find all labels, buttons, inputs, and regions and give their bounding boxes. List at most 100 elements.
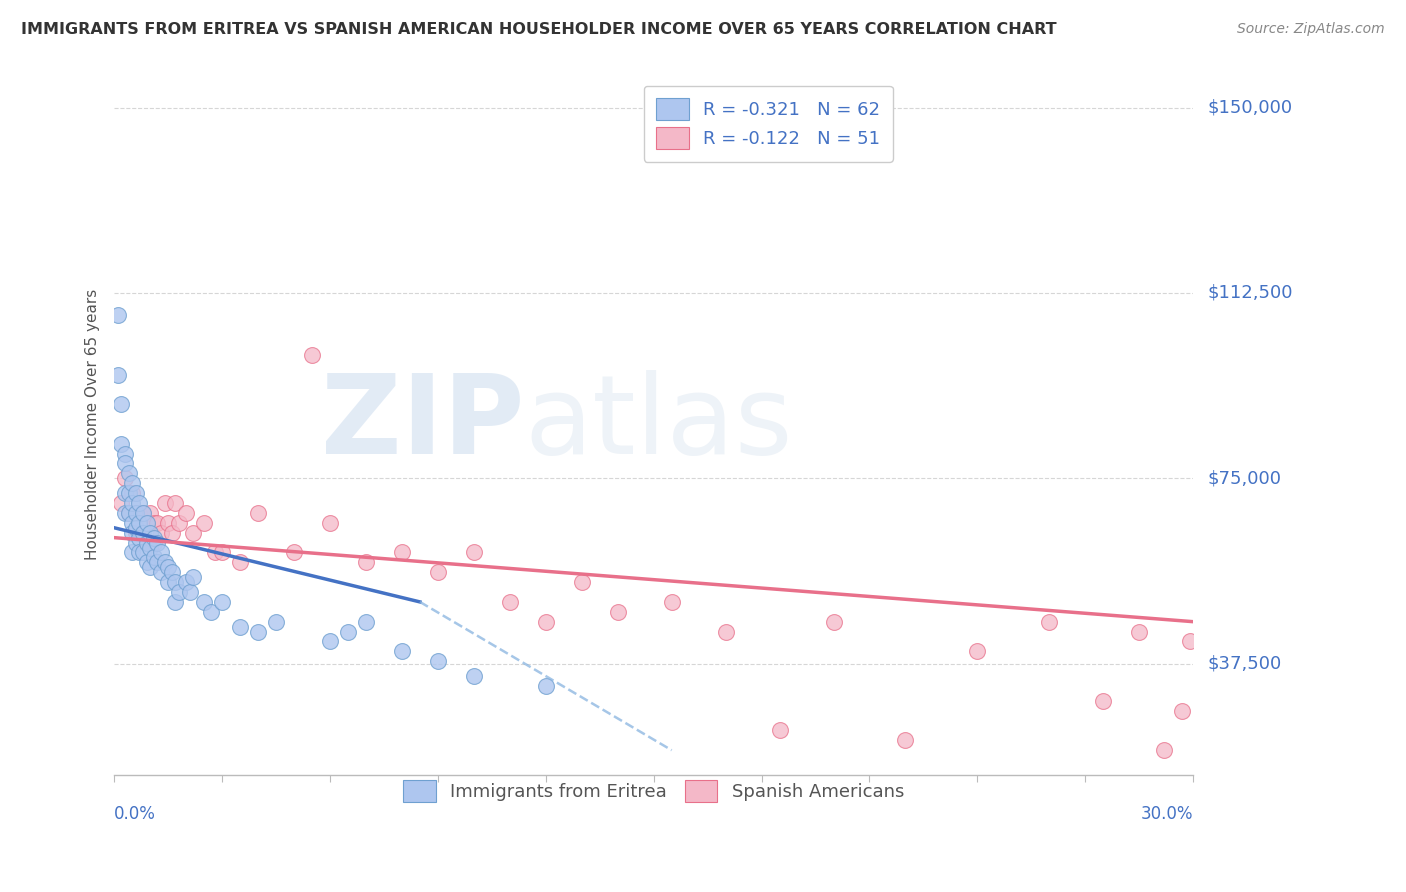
Point (283, 545, 305, 559)
Point (264, 615, 287, 629)
Point (125, 506, 148, 520)
Point (426, 566, 449, 580)
Point (160, 566, 183, 580)
Point (966, 644, 988, 658)
Point (135, 535, 157, 549)
Point (128, 506, 150, 520)
Point (1178, 634, 1201, 648)
Point (121, 476, 143, 491)
Point (1092, 694, 1115, 708)
Point (135, 555, 157, 569)
Point (1128, 624, 1150, 639)
Point (157, 575, 180, 590)
Point (117, 486, 139, 500)
Text: 30.0%: 30.0% (1140, 805, 1194, 823)
Point (135, 516, 157, 530)
Point (128, 496, 150, 510)
Point (193, 595, 215, 609)
Point (142, 550, 165, 565)
Point (157, 560, 180, 574)
Point (229, 619, 252, 633)
Point (301, 348, 323, 362)
Point (768, 723, 790, 738)
Point (181, 570, 204, 584)
Point (132, 545, 155, 559)
Point (165, 575, 187, 590)
Point (1171, 704, 1194, 718)
Point (107, 368, 129, 382)
Point (149, 525, 172, 540)
Point (142, 531, 165, 545)
Point (125, 535, 148, 549)
Point (135, 516, 157, 530)
Point (153, 496, 176, 510)
Point (319, 516, 342, 530)
Text: $37,500: $37,500 (1208, 655, 1281, 673)
Point (167, 516, 190, 530)
Text: $75,000: $75,000 (1208, 469, 1281, 487)
Point (426, 654, 449, 668)
Point (114, 457, 136, 471)
Point (463, 545, 485, 559)
Point (114, 506, 136, 520)
Point (146, 535, 169, 549)
Point (247, 624, 270, 639)
Point (463, 669, 485, 683)
Point (336, 624, 359, 639)
Point (125, 506, 148, 520)
Point (200, 605, 222, 619)
Point (606, 605, 628, 619)
Point (128, 545, 150, 559)
Point (117, 467, 139, 481)
Point (125, 521, 148, 535)
Point (142, 535, 165, 549)
Point (117, 506, 139, 520)
Y-axis label: Householder Income Over 65 years: Householder Income Over 65 years (86, 288, 100, 559)
Point (319, 634, 342, 648)
Point (121, 496, 143, 510)
Point (128, 516, 150, 530)
Point (894, 733, 917, 747)
Text: 0.0%: 0.0% (114, 805, 156, 823)
Point (117, 506, 139, 520)
Point (132, 506, 155, 520)
Point (121, 545, 143, 559)
Point (114, 486, 136, 500)
Point (139, 506, 162, 520)
Point (204, 545, 226, 559)
Point (229, 555, 252, 569)
Point (157, 516, 180, 530)
Point (193, 516, 215, 530)
Point (534, 615, 557, 629)
Point (121, 525, 143, 540)
Point (499, 595, 522, 609)
Point (128, 531, 150, 545)
Point (139, 560, 162, 574)
Point (135, 535, 157, 549)
Point (114, 447, 136, 461)
Point (121, 516, 143, 530)
Point (110, 496, 132, 510)
Point (823, 615, 845, 629)
Point (121, 486, 143, 500)
Point (354, 555, 377, 569)
Point (391, 644, 413, 658)
Text: Source: ZipAtlas.com: Source: ZipAtlas.com (1237, 22, 1385, 37)
Point (1038, 615, 1060, 629)
Point (107, 308, 129, 322)
Point (714, 624, 737, 639)
Point (132, 506, 155, 520)
Text: IMMIGRANTS FROM ERITREA VS SPANISH AMERICAN HOUSEHOLDER INCOME OVER 65 YEARS COR: IMMIGRANTS FROM ERITREA VS SPANISH AMERI… (21, 22, 1057, 37)
Point (165, 496, 187, 510)
Point (391, 545, 413, 559)
Point (179, 585, 201, 599)
Point (165, 595, 187, 609)
Point (160, 525, 183, 540)
Point (153, 555, 176, 569)
Point (1153, 743, 1175, 757)
Point (139, 541, 162, 555)
Text: $150,000: $150,000 (1208, 99, 1292, 117)
Point (110, 436, 132, 450)
Point (125, 486, 148, 500)
Point (211, 595, 233, 609)
